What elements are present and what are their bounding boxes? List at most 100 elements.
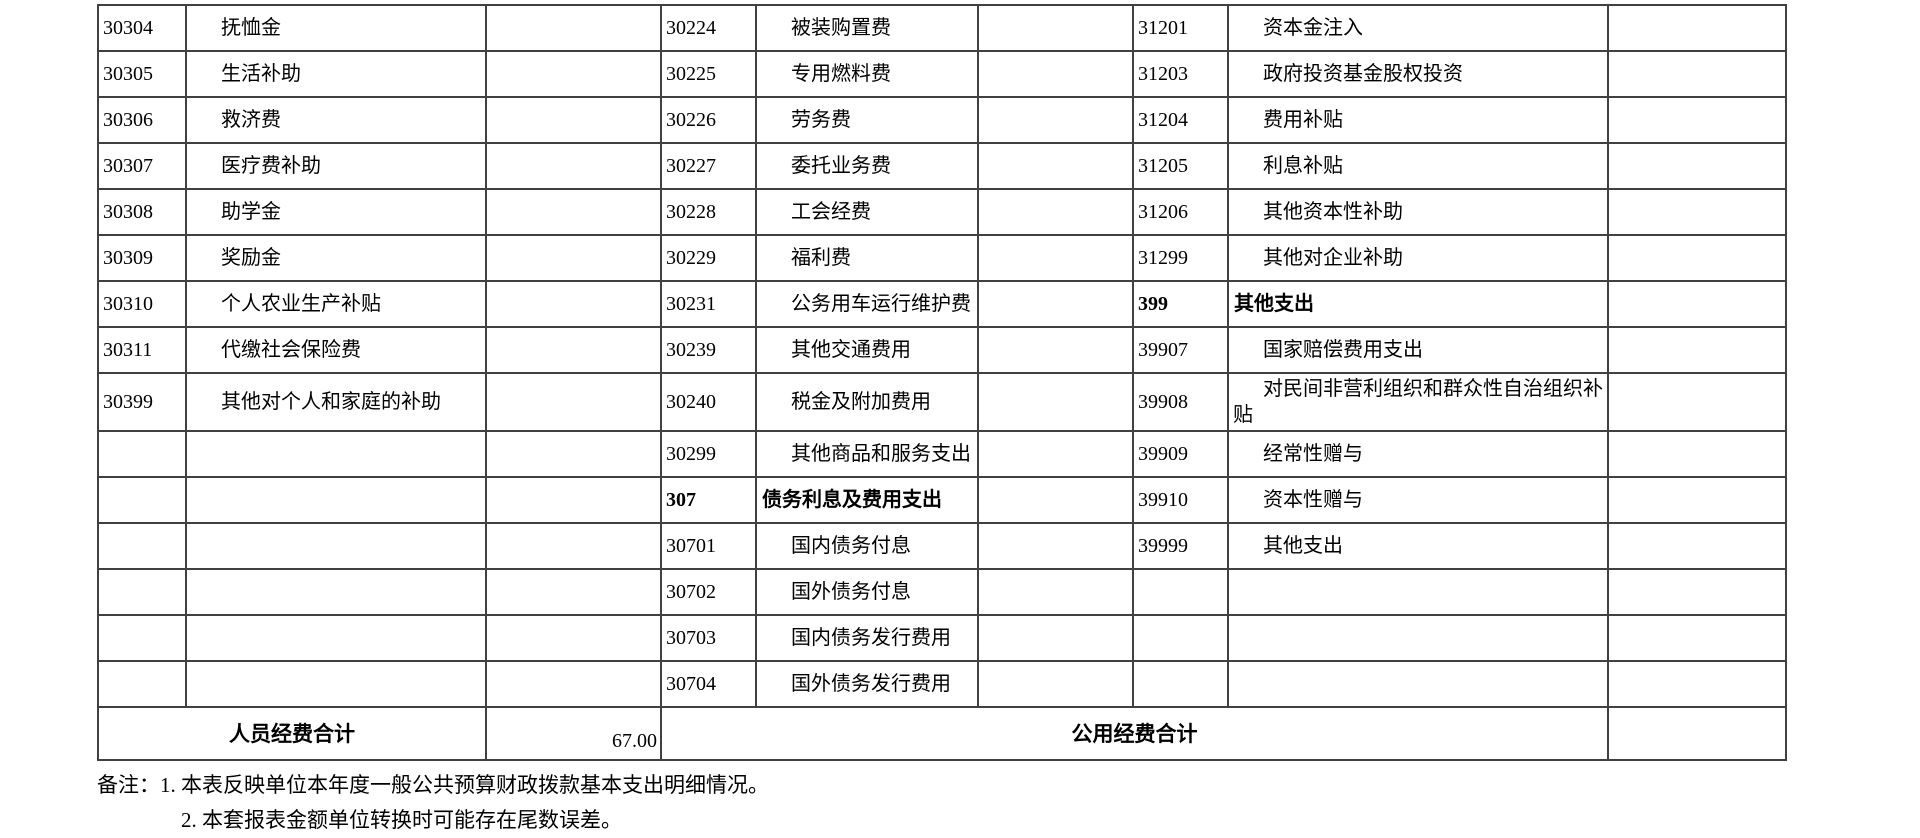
- amount-cell: [1607, 280, 1787, 328]
- amount-cell: [1607, 614, 1787, 662]
- budget-detail-page: 30304 抚恤金 30224 被装购置费 31201 资本金注入 30305 生活补助 302…: [97, 4, 1797, 838]
- notes: 备注：1. 本表反映单位本年度一般公共预算财政拨款基本支出明细情况。 2. 本套…: [97, 768, 1797, 838]
- code-cell: 30305: [97, 50, 187, 98]
- amount-cell: [1607, 234, 1787, 282]
- table-row: 30306 救济费 30226 劳务费 31204 费用补贴: [97, 96, 1787, 144]
- item-name-cell: 代缴社会保险费: [185, 326, 487, 374]
- code-cell: [97, 476, 187, 524]
- item-name-cell: 税金及附加费用: [755, 372, 979, 432]
- item-name-cell: [185, 614, 487, 662]
- amount-cell: [485, 476, 662, 524]
- amount-cell: [977, 372, 1134, 432]
- table-row: 30305 生活补助 30225 专用燃料费 31203 政府投资基金股权投资: [97, 50, 1787, 98]
- code-cell: 30231: [660, 280, 757, 328]
- table-row: 30703 国内债务发行费用: [97, 614, 1787, 662]
- item-name-cell: 工会经费: [755, 188, 979, 236]
- code-cell: 30311: [97, 326, 187, 374]
- amount-cell: [977, 96, 1134, 144]
- code-cell: 31205: [1132, 142, 1229, 190]
- amount-cell: [977, 568, 1134, 616]
- code-cell: 30299: [660, 430, 757, 478]
- item-name-cell: [1227, 568, 1609, 616]
- item-name-cell: 国家赔偿费用支出: [1227, 326, 1609, 374]
- code-cell: [97, 660, 187, 708]
- amount-cell: [485, 50, 662, 98]
- amount-cell: [977, 522, 1134, 570]
- code-cell: 30239: [660, 326, 757, 374]
- table-row: 30702 国外债务付息: [97, 568, 1787, 616]
- code-cell: 307: [660, 476, 757, 524]
- amount-cell: [485, 430, 662, 478]
- amount-cell: [977, 4, 1134, 52]
- amount-cell: [977, 326, 1134, 374]
- code-cell: [1132, 660, 1229, 708]
- public-total-label: 公用经费合计: [660, 706, 1609, 761]
- amount-cell: [977, 50, 1134, 98]
- amount-cell: [1607, 96, 1787, 144]
- amount-cell: [485, 568, 662, 616]
- amount-cell: [485, 142, 662, 190]
- code-cell: 39999: [1132, 522, 1229, 570]
- amount-cell: [485, 522, 662, 570]
- code-cell: 30306: [97, 96, 187, 144]
- item-name-cell: 抚恤金: [185, 4, 487, 52]
- amount-cell: [1607, 660, 1787, 708]
- amount-cell: [1607, 4, 1787, 52]
- code-cell: 31201: [1132, 4, 1229, 52]
- code-cell: 30308: [97, 188, 187, 236]
- item-name-cell: 其他支出: [1227, 522, 1609, 570]
- item-name-cell: 其他对企业补助: [1227, 234, 1609, 282]
- code-cell: 39907: [1132, 326, 1229, 374]
- item-name-cell: 救济费: [185, 96, 487, 144]
- item-name-cell: 债务利息及费用支出: [755, 476, 979, 524]
- item-name-cell: 国内债务付息: [755, 522, 979, 570]
- table-body: 30304 抚恤金 30224 被装购置费 31201 资本金注入 30305 生活补助 302…: [97, 4, 1787, 708]
- code-cell: [97, 568, 187, 616]
- code-cell: 30702: [660, 568, 757, 616]
- item-name-cell: [1227, 660, 1609, 708]
- item-name-cell: 经常性赠与: [1227, 430, 1609, 478]
- amount-cell: [977, 280, 1134, 328]
- item-name-cell: [185, 660, 487, 708]
- table-row: 30704 国外债务发行费用: [97, 660, 1787, 708]
- item-name-cell: 对民间非营利组织和群众性自治组织补贴: [1227, 372, 1609, 432]
- amount-cell: [1607, 372, 1787, 432]
- code-cell: 30399: [97, 372, 187, 432]
- item-name-cell: 其他商品和服务支出: [755, 430, 979, 478]
- item-name-cell: 公务用车运行维护费: [755, 280, 979, 328]
- table-row: 30310 个人农业生产补贴 30231 公务用车运行维护费 399 其他支出: [97, 280, 1787, 328]
- amount-cell: [1607, 522, 1787, 570]
- table-row: 30701 国内债务付息 39999 其他支出: [97, 522, 1787, 570]
- amount-cell: [485, 96, 662, 144]
- amount-cell: [1607, 568, 1787, 616]
- amount-cell: [1607, 476, 1787, 524]
- amount-cell: [977, 660, 1134, 708]
- public-total-amount: [1607, 706, 1787, 761]
- amount-cell: [977, 430, 1134, 478]
- code-cell: 39909: [1132, 430, 1229, 478]
- code-cell: 30704: [660, 660, 757, 708]
- budget-detail-table: 30304 抚恤金 30224 被装购置费 31201 资本金注入 30305 生活补助 302…: [97, 4, 1787, 761]
- amount-cell: [1607, 50, 1787, 98]
- amount-cell: [1607, 188, 1787, 236]
- item-name-cell: [185, 430, 487, 478]
- code-cell: [97, 430, 187, 478]
- code-cell: 30307: [97, 142, 187, 190]
- personnel-total-amount: 67.00: [485, 706, 662, 761]
- item-name-cell: [185, 522, 487, 570]
- code-cell: 31204: [1132, 96, 1229, 144]
- item-name-cell: 福利费: [755, 234, 979, 282]
- amount-cell: [485, 660, 662, 708]
- code-cell: 30229: [660, 234, 757, 282]
- amount-cell: [485, 234, 662, 282]
- item-name-cell: 国内债务发行费用: [755, 614, 979, 662]
- amount-cell: [485, 188, 662, 236]
- table-row: 30308 助学金 30228 工会经费 31206 其他资本性补助: [97, 188, 1787, 236]
- code-cell: 30703: [660, 614, 757, 662]
- table-row: 30304 抚恤金 30224 被装购置费 31201 资本金注入: [97, 4, 1787, 52]
- item-name-cell: 其他交通费用: [755, 326, 979, 374]
- code-cell: 30225: [660, 50, 757, 98]
- item-name-cell: 被装购置费: [755, 4, 979, 52]
- item-name-cell: 奖励金: [185, 234, 487, 282]
- item-name-cell: 资本金注入: [1227, 4, 1609, 52]
